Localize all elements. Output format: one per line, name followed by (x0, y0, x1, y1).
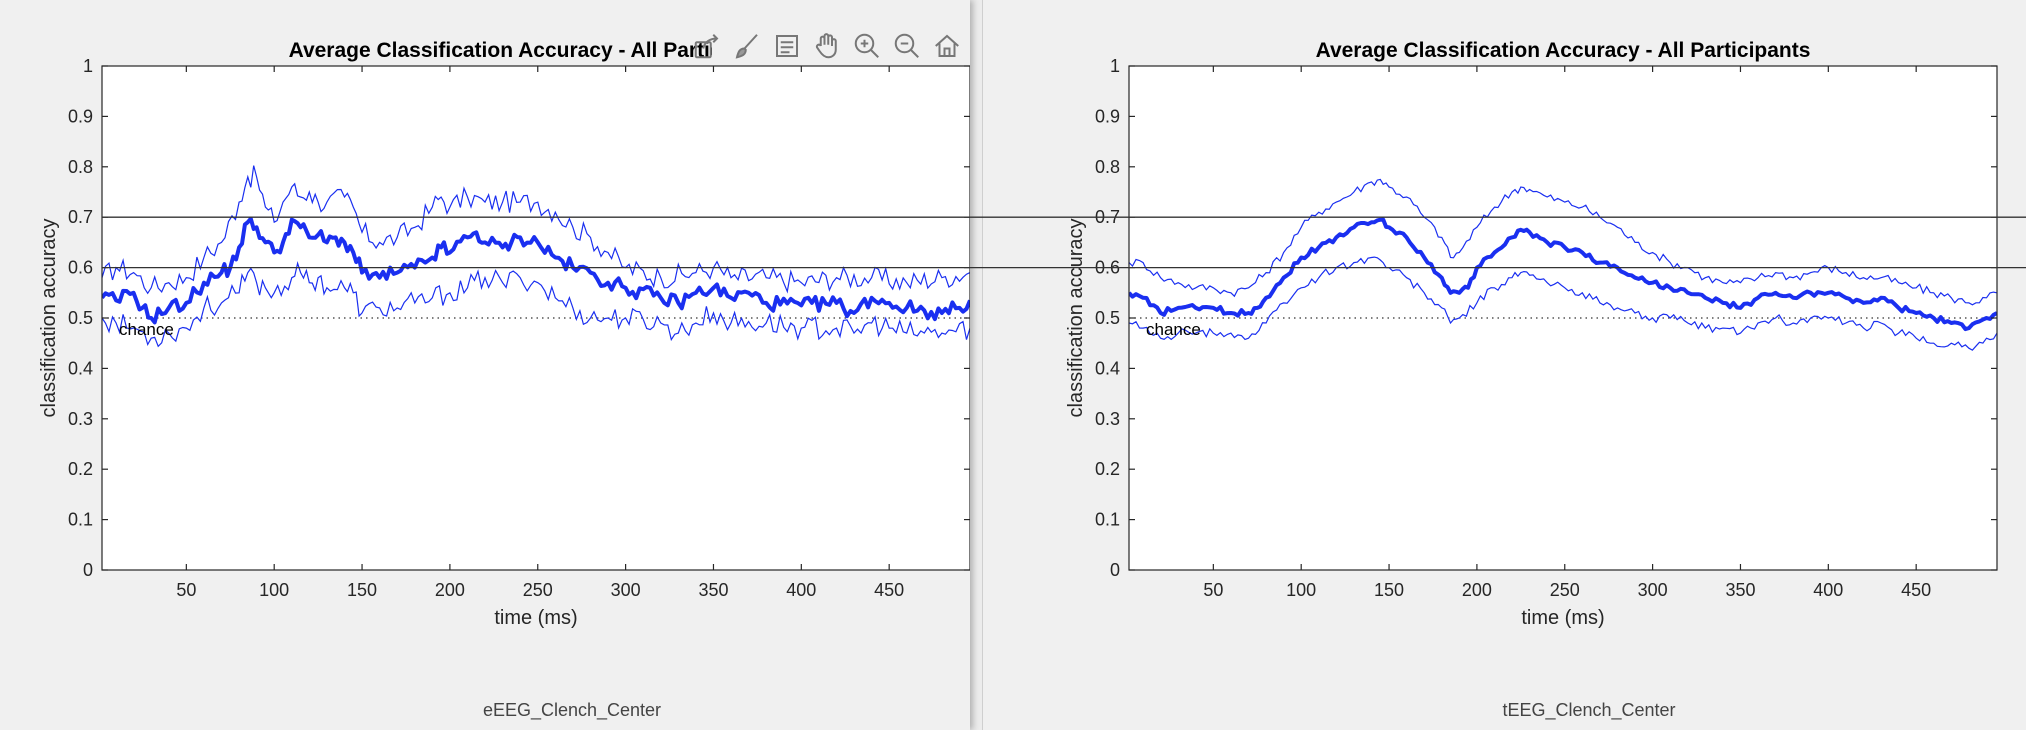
brush-icon[interactable] (730, 29, 764, 63)
y-tick-label: 0.5 (1095, 308, 1120, 328)
window-caption-left: eEEG_Clench_Center (482, 700, 662, 720)
chance-label: chance (119, 320, 174, 339)
x-tick-label: 450 (1901, 580, 1931, 600)
zoom-out-icon[interactable] (890, 29, 924, 63)
chance-label: chance (1146, 320, 1201, 339)
y-tick-label: 0.1 (68, 510, 93, 530)
y-tick-label: 0.2 (68, 459, 93, 479)
x-tick-label: 200 (1462, 580, 1492, 600)
y-tick-label: 0 (83, 560, 93, 580)
y-tick-label: 0.7 (1095, 207, 1120, 227)
series-group (1129, 178, 1997, 351)
y-tick-label: 0.7 (68, 207, 93, 227)
y-tick-label: 0.6 (68, 258, 93, 278)
x-tick-label: 450 (874, 580, 904, 600)
x-axis-label: time (ms) (1521, 607, 1604, 629)
y-tick-label: 0.5 (68, 308, 93, 328)
y-tick-label: 1 (83, 56, 93, 76)
y-axis-label: classification accuracy (1065, 219, 1087, 418)
mean-accuracy-series (102, 216, 970, 325)
y-tick-label: 0.4 (68, 358, 93, 378)
lower-bound-series (102, 261, 970, 348)
y-tick-label: 0.8 (1095, 157, 1120, 177)
x-tick-label: 50 (1203, 580, 1223, 600)
home-icon[interactable] (930, 29, 964, 63)
upper-bound-series (1129, 178, 1997, 306)
figure-window-right: 0 0.1 0.2 0.3 0.4 0.5 0.6 0.7 0.8 0.9 1 50 100 150 200… (982, 0, 2026, 730)
y-tick-label: 0.1 (1095, 510, 1120, 530)
lower-bound-series (1129, 256, 1997, 351)
x-tick-label: 200 (435, 580, 465, 600)
upper-bound-series (102, 165, 970, 295)
x-tick-label: 350 (698, 580, 728, 600)
zoom-in-icon[interactable] (850, 29, 884, 63)
x-tick-label: 150 (347, 580, 377, 600)
mean-accuracy-series (1129, 217, 1997, 332)
y-tick-label: 0.6 (1095, 258, 1120, 278)
y-tick-label: 0.4 (1095, 358, 1120, 378)
export-icon[interactable] (690, 29, 724, 63)
chart-title: Average Classification Accuracy - All Pa… (1316, 39, 1811, 62)
chart-title: Average Classification Accuracy - All Pa… (289, 39, 784, 62)
x-tick-label: 100 (1286, 580, 1316, 600)
x-tick-label: 350 (1725, 580, 1755, 600)
plot-area (1129, 66, 1997, 570)
x-tick-label: 50 (176, 580, 196, 600)
y-tick-label: 0.3 (1095, 409, 1120, 429)
y-tick-label: 1 (1110, 56, 1120, 76)
x-tick-label: 400 (786, 580, 816, 600)
x-tick-label: 100 (259, 580, 289, 600)
x-tick-label: 250 (1550, 580, 1580, 600)
x-tick-label: 300 (1638, 580, 1668, 600)
x-tick-label: 250 (523, 580, 553, 600)
figure-window-left: 0 0.1 0.2 0.3 0.4 0.5 0.6 0.7 0.8 0.9 1 50 100 150 200… (0, 0, 970, 730)
legend-icon[interactable] (770, 29, 804, 63)
window-caption-right: tEEG_Clench_Center (1502, 700, 1676, 720)
y-tick-label: 0.3 (68, 409, 93, 429)
x-tick-label: 400 (1813, 580, 1843, 600)
y-tick-label: 0 (1110, 560, 1120, 580)
axes-toolbar (690, 26, 964, 66)
y-tick-label: 0.9 (1095, 106, 1120, 126)
series-group (102, 165, 970, 348)
x-tick-label: 150 (1374, 580, 1404, 600)
pan-icon[interactable] (810, 29, 844, 63)
y-axis-label: classification accuracy (38, 219, 60, 418)
y-tick-label: 0.2 (1095, 459, 1120, 479)
y-tick-label: 0.9 (68, 106, 93, 126)
y-tick-label: 0.8 (68, 157, 93, 177)
x-tick-label: 300 (611, 580, 641, 600)
plot-area (102, 66, 970, 570)
x-axis-label: time (ms) (494, 607, 577, 629)
